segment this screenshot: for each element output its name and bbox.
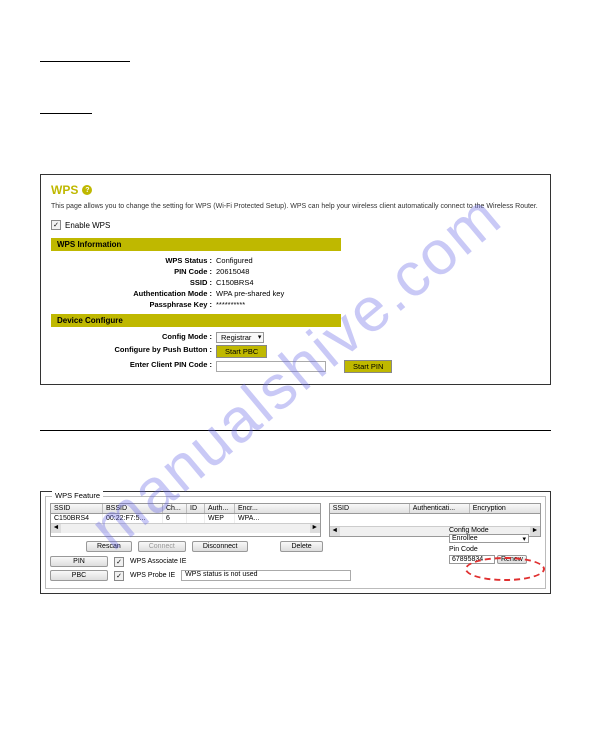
col-ssid[interactable]: SSID [51,504,103,513]
rescan-button[interactable]: Rescan [86,541,132,552]
client-pin-input[interactable] [216,361,326,372]
start-pbc-button[interactable]: Start PBC [216,345,267,358]
col-ssid[interactable]: SSID [330,504,410,513]
device-configure-header: Device Configure [51,314,341,327]
wps-feature-legend: WPS Feature [52,491,103,500]
col-bssid[interactable]: BSSID [103,504,163,513]
cell: 6 [163,514,187,523]
delete-button[interactable]: Delete [280,541,322,552]
wps-description: This page allows you to change the setti… [51,203,540,210]
divider [40,430,551,431]
probe-checkbox[interactable]: ✓ [114,571,124,581]
wps-panel: WPS ? This page allows you to change the… [40,174,551,385]
start-pin-button[interactable]: Start PIN [344,360,392,373]
value: ********** [216,300,540,309]
wps-info-list: WPS Status :Configured PIN Code :2061504… [51,255,540,310]
networks-table: SSID BSSID Ch... ID Auth... Encr... C150… [50,503,321,537]
enable-wps-checkbox[interactable]: ✓ [51,220,61,230]
table-row[interactable]: C150BRS4 00:22:F7:5... 6 WEP WPA... [51,514,320,523]
scrollbar[interactable]: ◄► [51,523,320,533]
pin-code-label: Pin Code [449,546,537,553]
associate-label: WPS Associate IE [130,558,186,565]
wps-status-box: WPS status is not used [181,570,351,581]
disconnect-button[interactable]: Disconnect [192,541,249,552]
col-auth[interactable]: Auth... [205,504,235,513]
config-mode-label: Config Mode [449,527,537,534]
help-icon[interactable]: ? [82,185,92,195]
value: C150BRS4 [216,278,540,287]
pbc-button[interactable]: PBC [50,570,108,581]
cell: C150BRS4 [51,514,103,523]
connect-button[interactable]: Connect [138,541,186,552]
wps-feature-panel: WPS Feature SSID BSSID Ch... ID Auth... … [40,491,551,594]
label: PIN Code : [51,267,216,276]
wps-info-header: WPS Information [51,238,341,251]
renew-button[interactable]: Renew [497,555,527,564]
col-encr[interactable]: Encryption [470,504,515,513]
heading-underline-2 [40,102,92,114]
config-mode-select[interactable]: Registrar [216,332,264,343]
col-ch[interactable]: Ch... [163,504,187,513]
label: WPS Status : [51,256,216,265]
cell: WPA... [235,514,265,523]
value: WPA pre-shared key [216,289,540,298]
col-encr[interactable]: Encr... [235,504,265,513]
associate-checkbox[interactable]: ✓ [114,557,124,567]
label: Authentication Mode : [51,289,216,298]
config-mode-select[interactable]: Enrollee [449,534,529,543]
push-button-label: Configure by Push Button : [51,345,216,358]
value: Configured [216,256,540,265]
client-pin-label: Enter Client PIN Code : [51,360,216,373]
col-auth[interactable]: Authenticati... [410,504,470,513]
col-id[interactable]: ID [187,504,205,513]
cell: WEP [205,514,235,523]
pin-button[interactable]: PIN [50,556,108,567]
pin-code-value: 67895834 [449,555,495,564]
config-mode-label: Config Mode : [51,332,216,343]
probe-label: WPS Probe IE [130,572,175,579]
label: Passphrase Key : [51,300,216,309]
enable-wps-label: Enable WPS [65,221,110,230]
value: 20615048 [216,267,540,276]
cell [187,514,205,523]
heading-underline-1 [40,50,130,62]
wps-title: WPS [51,183,78,197]
cell: 00:22:F7:5... [103,514,163,523]
label: SSID : [51,278,216,287]
